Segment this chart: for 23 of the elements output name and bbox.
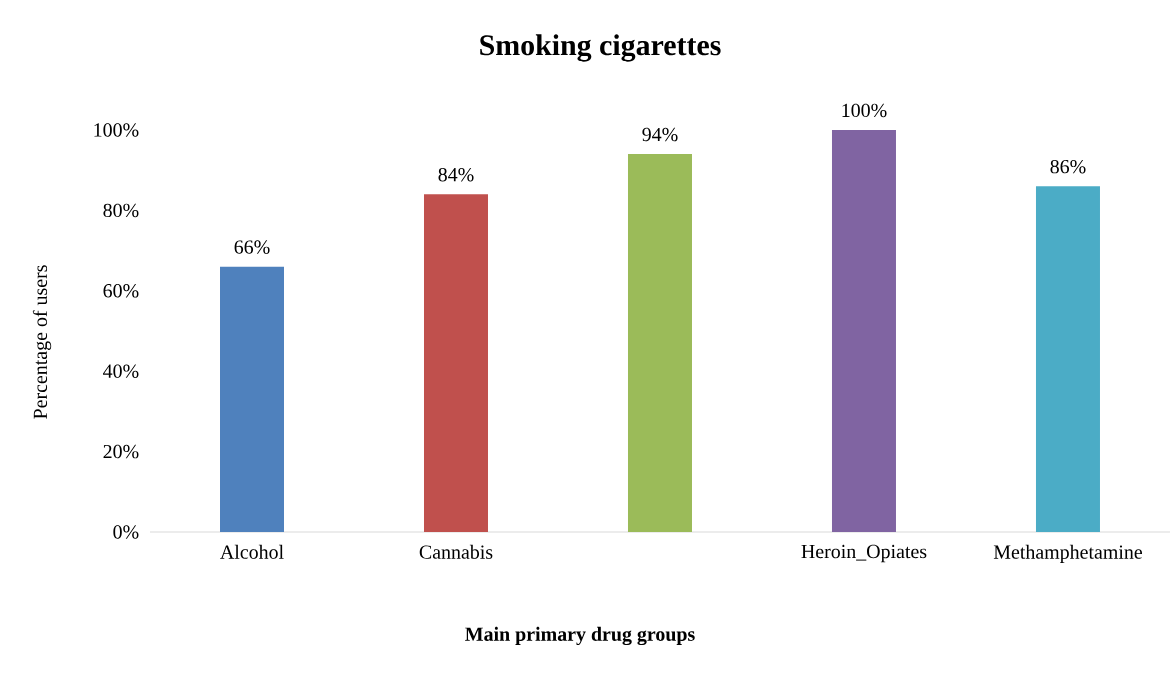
data-label: 94%: [642, 127, 678, 142]
x-tick-label: Methamphetamine: [993, 544, 1143, 563]
bar: [220, 266, 284, 532]
bar: [424, 194, 488, 532]
bar: [627, 154, 692, 532]
x-tick-label: Cannabis: [419, 544, 493, 559]
y-tick-label: 20%: [103, 444, 139, 459]
y-tick-label: 60%: [103, 284, 139, 298]
x-axis-title: Main primary drug groups: [465, 626, 695, 646]
y-tick-label: 40%: [103, 364, 139, 378]
y-tick-label: 100%: [94, 123, 139, 137]
data-label: 86%: [1050, 159, 1086, 174]
x-tick-label: Heroin_Opiates: [801, 544, 927, 563]
data-label: 100%: [842, 103, 887, 118]
data-label: 66%: [234, 240, 270, 254]
y-axis-title: Percentage of users: [32, 265, 52, 419]
x-tick-label: Alcohol: [220, 544, 284, 559]
data-label: 84%: [438, 167, 474, 182]
bar: [1035, 186, 1100, 532]
bar: [831, 129, 896, 532]
chart-title: Smoking cigarettes: [480, 34, 721, 62]
y-tick-label: 80%: [103, 203, 139, 218]
y-tick-label: 0%: [113, 525, 139, 539]
